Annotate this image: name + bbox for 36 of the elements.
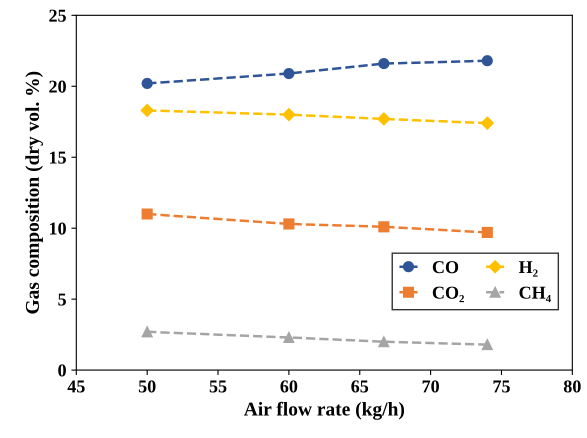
y-tick-label: 10 bbox=[50, 222, 66, 235]
x-tick-label: 45 bbox=[68, 380, 85, 393]
x-tick-label: 55 bbox=[210, 380, 226, 393]
point bbox=[142, 326, 153, 338]
y-axis-title: Gas composition (dry vol. %) bbox=[25, 72, 43, 314]
legend-label: CH₄ bbox=[520, 286, 551, 302]
point bbox=[482, 55, 493, 66]
point bbox=[283, 332, 294, 344]
y-tick-label: 15 bbox=[50, 152, 66, 164]
x-tick-label: 80 bbox=[564, 380, 581, 393]
y-tick-label: 20 bbox=[49, 80, 66, 93]
x-axis-title: Air flow rate (kg/h) bbox=[244, 402, 404, 420]
x-tick-label: 75 bbox=[493, 380, 510, 393]
point bbox=[283, 68, 294, 80]
point bbox=[140, 104, 154, 117]
x-tick-label: 50 bbox=[138, 380, 156, 393]
point bbox=[378, 336, 390, 348]
legend-label: H₂ bbox=[518, 261, 538, 277]
point bbox=[482, 226, 493, 238]
point bbox=[482, 339, 493, 350]
point bbox=[282, 108, 296, 122]
point bbox=[283, 218, 294, 230]
point bbox=[142, 78, 153, 90]
point bbox=[378, 58, 390, 70]
point bbox=[378, 221, 390, 232]
y-tick-label: 25 bbox=[49, 10, 66, 22]
x-tick-label: 70 bbox=[422, 380, 439, 393]
point bbox=[142, 208, 153, 220]
y-tick-label: 0 bbox=[58, 364, 66, 377]
x-tick-label: 60 bbox=[280, 380, 298, 393]
legend-label: CO₂ bbox=[432, 286, 464, 302]
point bbox=[480, 116, 494, 130]
legend-label: CO bbox=[432, 261, 458, 274]
x-tick-label: 65 bbox=[351, 380, 368, 393]
y-tick-label: 5 bbox=[58, 294, 66, 306]
point bbox=[377, 112, 390, 126]
